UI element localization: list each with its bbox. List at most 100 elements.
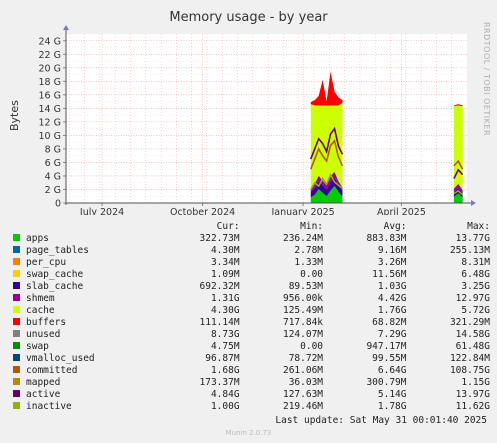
area-slab_cache <box>453 187 463 198</box>
legend-cur-value: 1.00G <box>210 401 240 412</box>
area-apps <box>453 193 463 203</box>
y-axis-label: Bytes <box>8 100 21 131</box>
legend-series-name: per_cpu <box>26 257 67 268</box>
line-committed <box>310 139 344 170</box>
legend-min-value: 219.46M <box>282 401 324 412</box>
legend-cur-value: 1.31G <box>210 293 240 304</box>
legend-min-value: 125.49M <box>282 305 324 316</box>
legend-avg-value: 300.79M <box>366 377 407 388</box>
y-tick-label: 8 G <box>45 144 61 155</box>
line-inactive <box>310 172 343 190</box>
legend-series-name: unused <box>26 329 61 340</box>
area-apps <box>310 186 343 203</box>
header-min: Min: <box>300 221 324 232</box>
legend-swatch <box>13 270 20 277</box>
legend-min-value: 236.24M <box>282 233 324 244</box>
legend-max-value: 11.62G <box>455 401 490 412</box>
legend-avg-value: 7.29G <box>377 329 407 340</box>
y-tick-label: 6 G <box>45 158 61 169</box>
legend-cur-value: 4.84G <box>210 389 240 400</box>
area-buffers <box>310 71 343 106</box>
legend-swatch <box>13 294 20 301</box>
legend-series-name: slab_cache <box>26 281 84 292</box>
legend-swatch <box>13 366 20 373</box>
memory-chart: 0 2 G 4 G 6 G 8 G 10 G 12 G 14 G 16 G 18 G 20 G 22 … <box>39 25 476 215</box>
legend-series-name: buffers <box>26 317 67 328</box>
last-update: Last update: Sat May 31 00:01:40 2025 <box>275 415 487 426</box>
y-tick-label: 2 G <box>45 185 61 196</box>
legend-cur-value: 173.37M <box>199 377 240 388</box>
legend-swatch <box>13 246 20 253</box>
y-tick-label: 14 G <box>39 104 61 115</box>
y-tick-label: 18 G <box>39 77 61 88</box>
area-buffers <box>453 104 463 107</box>
legend-min-value: 1.33M <box>294 257 324 268</box>
legend-avg-value: 6.64G <box>377 365 407 376</box>
legend-row: shmem 1.31G 956.00k 4.42G 12.97G <box>10 293 490 305</box>
legend-cur-value: 1.09M <box>210 269 240 280</box>
legend-row: vmalloc_used 96.87M 78.72M 99.55M 122.84M <box>10 353 490 365</box>
legend-min-value: 89.53M <box>288 281 324 292</box>
legend-max-value: 1.15G <box>461 377 490 388</box>
header-max: Max: <box>467 221 490 232</box>
legend-series-name: cache <box>26 305 55 316</box>
legend-swatch <box>13 354 20 361</box>
legend-row: page_tables 4.30M 2.78M 9.16M 255.13M <box>10 245 490 257</box>
legend-swatch <box>13 402 20 409</box>
legend-avg-value: 1.03G <box>377 281 407 292</box>
legend-series-name: swap_cache <box>26 269 84 280</box>
legend-series-name: active <box>26 389 61 400</box>
x-tick-label: January 2025 <box>270 207 334 215</box>
legend-cur-value: 8.73G <box>210 329 240 340</box>
legend-avg-value: 68.82M <box>372 317 407 328</box>
legend-max-value: 6.48G <box>461 269 490 280</box>
legend-avg-value: 5.14G <box>377 389 407 400</box>
legend-swatch <box>13 258 20 265</box>
y-tick-label: 12 G <box>39 117 61 128</box>
legend-max-value: 108.75G <box>449 365 490 376</box>
x-tick-label: April 2025 <box>377 207 426 215</box>
legend-row: committed 1.68G 261.06M 6.64G 108.75G <box>10 365 490 377</box>
header-cur: Cur: <box>216 221 240 232</box>
y-tick-label: 22 G <box>39 50 61 61</box>
legend-avg-value: 11.56M <box>372 269 407 280</box>
legend-row: slab_cache 692.32M 89.53M 1.03G 3.25G <box>10 281 490 293</box>
legend-row: mapped 173.37M 36.03M 300.79M 1.15G <box>10 377 490 389</box>
munin-version: Munin 2.0.73 <box>225 429 272 437</box>
legend-swatch <box>13 330 20 337</box>
legend-max-value: 12.97G <box>455 293 490 304</box>
legend-avg-value: 3.26M <box>377 257 407 268</box>
legend-max-value: 61.48G <box>455 341 490 352</box>
legend-avg-value: 4.42G <box>377 293 407 304</box>
legend-row: unused 8.73G 124.07M 7.29G 14.58G <box>10 329 490 341</box>
legend-max-value: 5.72G <box>461 305 490 316</box>
legend-row: cache 4.30G 125.49M 1.76G 5.72G <box>10 305 490 317</box>
legend-cur-value: 4.30M <box>210 245 240 256</box>
legend-avg-value: 947.17M <box>366 341 407 352</box>
legend-cur-value: 111.14M <box>199 317 240 328</box>
legend-max-value: 255.13M <box>449 245 490 256</box>
legend-swatch <box>13 342 20 349</box>
legend-cur-value: 4.30G <box>210 305 240 316</box>
area-cache <box>453 105 463 191</box>
legend-cur-value: 96.87M <box>205 353 240 364</box>
legend-max-value: 13.97G <box>455 389 490 400</box>
legend-avg-value: 1.76G <box>377 305 407 316</box>
legend-min-value: 956.00k <box>282 293 324 304</box>
legend-min-value: 124.07M <box>282 329 324 340</box>
legend-swatch <box>13 306 20 313</box>
legend-avg-value: 883.83M <box>366 233 407 244</box>
legend-min-value: 2.78M <box>294 245 324 256</box>
legend-swatch <box>13 282 20 289</box>
y-tick-label: 16 G <box>39 90 61 101</box>
legend-series-name: inactive <box>26 401 72 412</box>
line-active <box>453 168 464 180</box>
area-cache <box>310 102 343 190</box>
legend-swatch <box>13 234 20 241</box>
y-axis-arrow <box>63 25 69 30</box>
legend-row: buffers 111.14M 717.84k 68.82M 321.29M <box>10 317 490 329</box>
legend-cur-value: 322.73M <box>199 233 240 244</box>
legend-row: swap 4.75M 0.00 947.17M 61.48G <box>10 341 490 353</box>
legend-min-value: 78.72M <box>288 353 324 364</box>
legend-row: per_cpu 3.34M 1.33M 3.26M 8.31M <box>10 257 490 269</box>
